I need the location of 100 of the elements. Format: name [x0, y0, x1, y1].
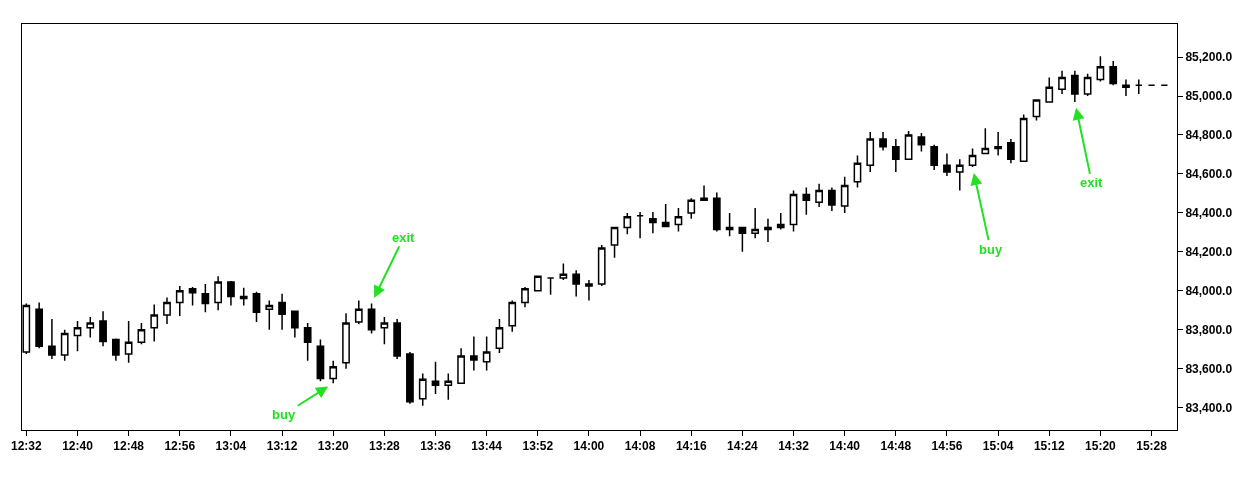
y-tick-label: 84,600.0: [1185, 167, 1233, 182]
candlestick: [546, 276, 555, 296]
candlestick: [674, 207, 683, 233]
y-tick-label: 83,400.0: [1185, 400, 1233, 415]
candlestick: [559, 262, 568, 281]
candlestick: [623, 212, 632, 236]
candlestick: [290, 310, 299, 339]
candlestick: [815, 182, 823, 208]
candlestick: [431, 361, 440, 395]
candlestick: [1122, 78, 1130, 97]
candlestick: [853, 154, 862, 189]
annotation: exit: [392, 230, 416, 245]
candlestick: [712, 191, 721, 233]
candlestick: [955, 158, 964, 192]
candlestick: [891, 138, 900, 173]
y-tick-label: 84,000.0: [1185, 283, 1233, 298]
candlestick: [585, 279, 593, 302]
candlestick: [48, 318, 56, 360]
candlestick: [1019, 113, 1028, 163]
candlestick: [508, 299, 517, 333]
candlestick: [354, 299, 363, 325]
candlestick: [239, 287, 248, 307]
x-tick-label: 13:04: [215, 439, 247, 454]
annotation: exit: [1080, 175, 1104, 190]
candlestick: [904, 130, 913, 161]
candlestick: [930, 143, 939, 171]
candlestick: [840, 176, 849, 214]
candlestick: [469, 335, 478, 372]
candlestick: [303, 322, 312, 362]
candlestick: [329, 360, 338, 385]
x-tick-label: 14:24: [727, 439, 759, 454]
y-tick-label: 84,800.0: [1185, 128, 1233, 143]
candlestick: [201, 283, 210, 313]
candlestick: [802, 186, 811, 216]
candlestick: [572, 269, 581, 298]
candlestick: [214, 275, 223, 311]
candlestick: [1160, 84, 1169, 87]
x-tick-label: 12:40: [62, 439, 94, 454]
candlestick: [418, 372, 427, 407]
candlestick: [252, 291, 261, 323]
candlestick: [1007, 138, 1015, 164]
candlestick: [60, 328, 69, 362]
candlestick: [406, 351, 414, 405]
x-tick-label: 13:20: [317, 439, 349, 454]
candlestick: [764, 217, 772, 243]
candlestick: [1147, 84, 1156, 87]
x-tick-label: 14:16: [675, 439, 707, 454]
candlestick: [444, 372, 453, 401]
x-tick-label: 15:20: [1085, 439, 1117, 454]
candlestick: [482, 335, 491, 372]
y-tick-label: 83,800.0: [1185, 322, 1233, 337]
x-tick-label: 13:52: [522, 439, 554, 454]
candlestick: [738, 226, 747, 253]
candlestick: [687, 197, 696, 220]
candlestick: [1058, 69, 1066, 95]
candlestick: [1045, 76, 1054, 103]
y-tick-label: 85,200.0: [1185, 50, 1233, 65]
candlestick: [661, 203, 670, 228]
y-tick-label: 85,000.0: [1185, 89, 1233, 104]
x-tick-label: 13:28: [369, 439, 401, 454]
candlestick: [879, 131, 887, 152]
candlestick: [649, 211, 657, 235]
candlestick: [265, 299, 274, 331]
y-tick-label: 83,600.0: [1185, 361, 1233, 376]
candlestick: [124, 320, 133, 364]
x-tick-label: 15:28: [1136, 439, 1168, 454]
candlestick: [380, 316, 389, 346]
candlestick: [86, 316, 95, 339]
candlestick: [700, 184, 708, 201]
x-tick-label: 14:56: [931, 439, 963, 454]
x-tick-label: 15:04: [982, 439, 1014, 454]
candlestick: [99, 310, 107, 348]
x-tick-label: 14:40: [829, 439, 861, 454]
candlestick: [175, 285, 184, 317]
candlestick: [1070, 69, 1079, 103]
x-tick-label: 12:48: [113, 439, 145, 454]
candlestick: [111, 337, 120, 362]
candlestick: [994, 131, 1003, 157]
candlestick: [342, 312, 350, 370]
candlestick: [1109, 60, 1118, 87]
candlestick: [35, 301, 44, 349]
x-tick-label: 15:12: [1033, 439, 1065, 454]
x-tick-label: 14:48: [880, 439, 912, 454]
candlestick: [533, 275, 542, 292]
annotation: buy: [979, 242, 1003, 257]
x-tick-label: 14:08: [624, 439, 656, 454]
candlestick: [73, 320, 82, 352]
candlestick: [1134, 78, 1143, 95]
x-tick-label: 12:32: [10, 439, 42, 454]
candlestick: [597, 244, 606, 287]
x-tick-label: 13:44: [471, 439, 503, 454]
candlestick: [725, 212, 734, 237]
candlestick: [866, 131, 875, 173]
candlestick: [610, 226, 619, 259]
candlestick: [521, 286, 529, 309]
candlestick: [163, 296, 171, 325]
x-tick-label: 12:56: [164, 439, 196, 454]
candlestick: [636, 211, 644, 239]
candlestick: [776, 212, 785, 231]
candlestick: [393, 318, 402, 360]
